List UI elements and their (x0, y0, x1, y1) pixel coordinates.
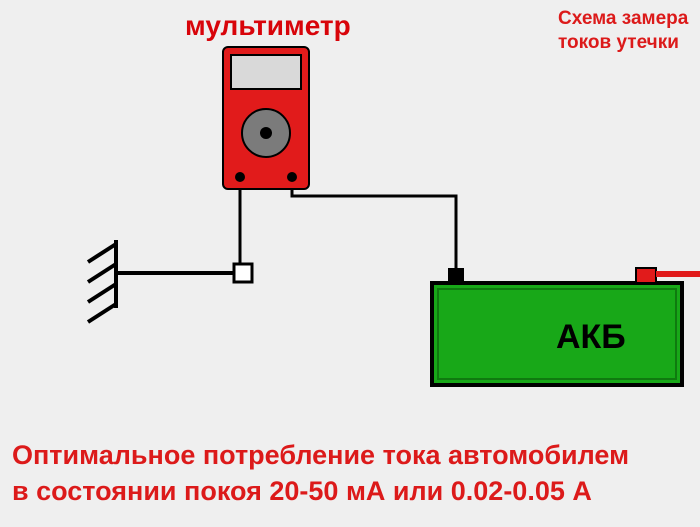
multimeter-screen (231, 55, 301, 89)
ground-hatch-1 (88, 244, 116, 262)
multimeter-title: мультиметр (185, 10, 351, 42)
scheme-title-line2: токов утечки (558, 32, 679, 54)
ground-hatch-3 (88, 284, 116, 302)
diagram-stage: мультиметр Схема замера токов утечки АКБ… (0, 0, 700, 527)
multimeter-probe-right (287, 172, 297, 182)
scheme-title-line1: Схема замера (558, 8, 688, 30)
ground-hatch-2 (88, 264, 116, 282)
multimeter-probe-left (235, 172, 245, 182)
footer-line1: Оптимальное потребление тока автомобилем (12, 440, 629, 471)
battery-label: АКБ (556, 318, 626, 357)
wire-probe-to-battery (292, 182, 456, 268)
battery-positive-terminal (636, 268, 656, 283)
ground-hatch-4 (88, 304, 116, 322)
battery-negative-terminal (448, 268, 464, 283)
wire-probe-to-ground (240, 182, 244, 268)
ground-node (234, 264, 252, 282)
footer-line2: в состоянии покоя 20-50 мА или 0.02-0.05… (12, 476, 592, 507)
multimeter-knob (260, 127, 272, 139)
